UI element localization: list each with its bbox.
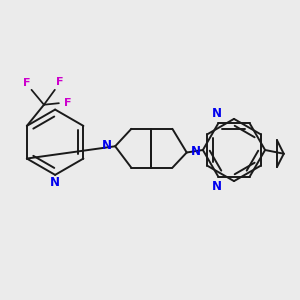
Text: F: F [23,78,31,88]
Text: F: F [56,77,63,87]
Text: N: N [212,107,222,120]
Text: N: N [101,139,111,152]
Text: N: N [190,146,200,158]
Text: N: N [212,180,222,193]
Text: F: F [64,98,71,108]
Text: N: N [50,176,60,189]
